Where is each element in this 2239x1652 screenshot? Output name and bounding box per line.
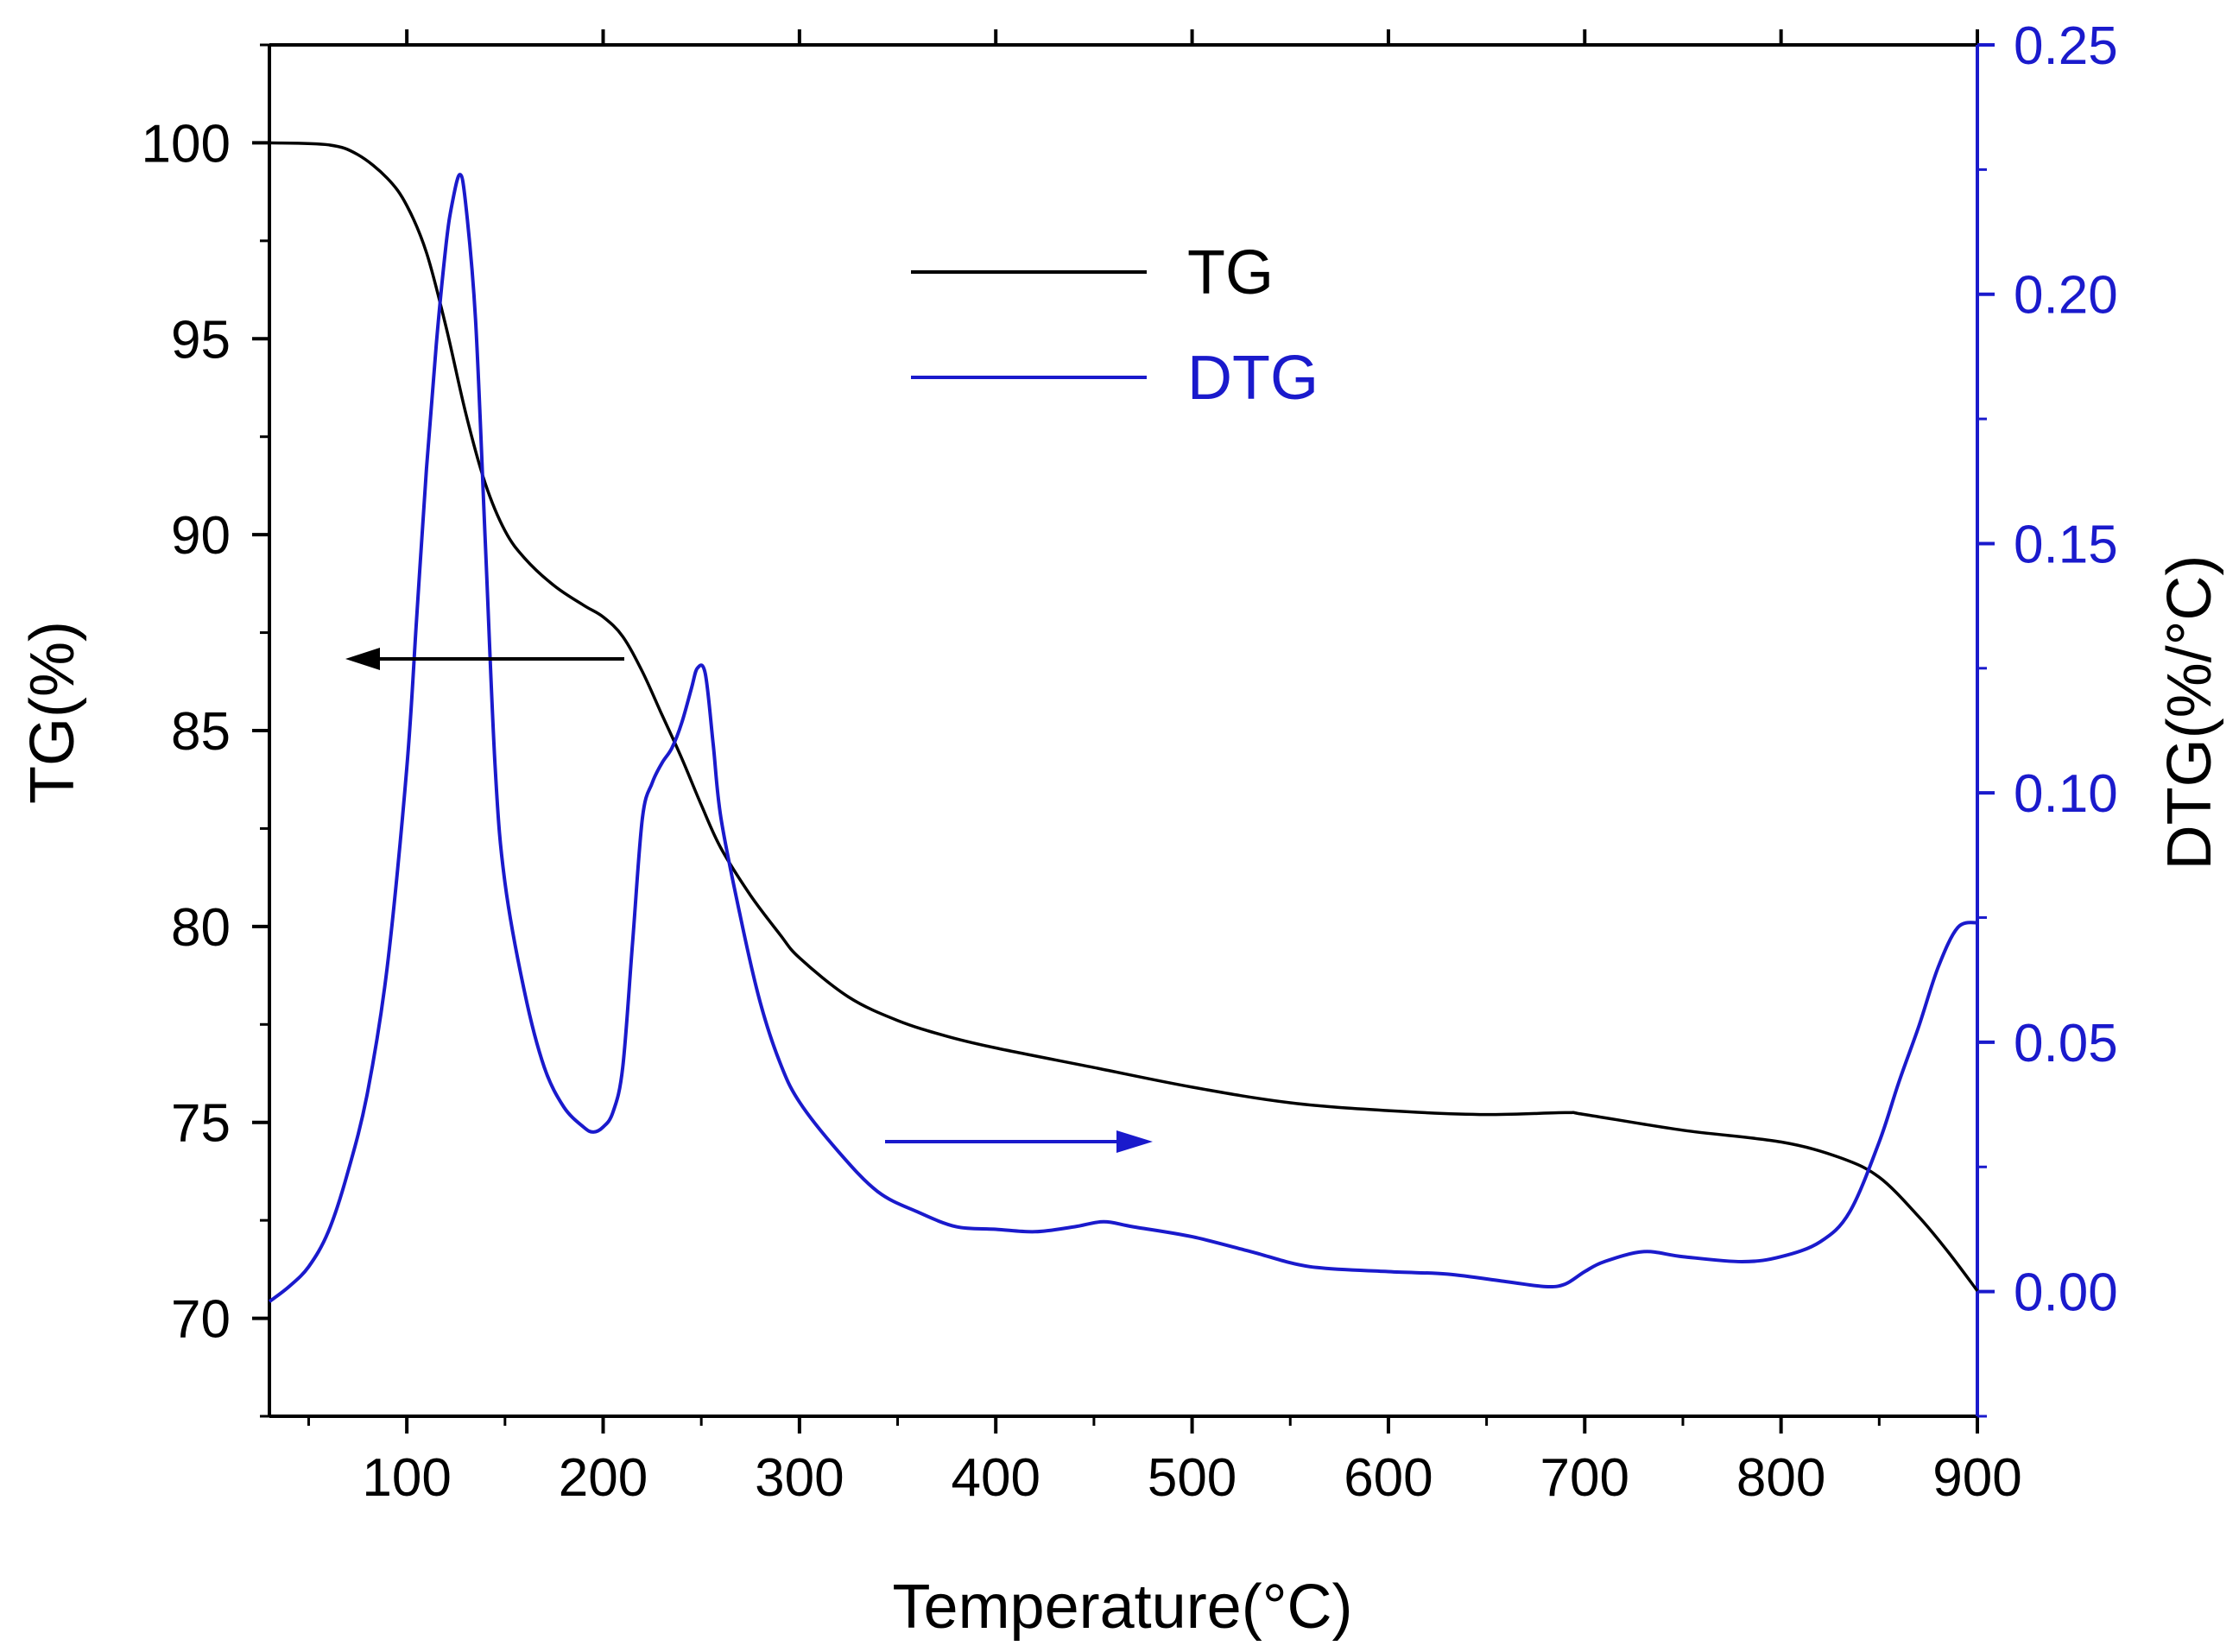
right-y-axis-title: DTG(%/°C) [2155,555,2224,870]
right-y-tick-label: 0.05 [2014,1014,2118,1073]
x-tick-label: 900 [1932,1448,2021,1508]
x-tick-label: 500 [1148,1448,1237,1508]
right-y-tick-label: 0.15 [2014,515,2118,574]
legend-dtg-label: DTG [1187,344,1319,413]
series-line-tg [269,141,1979,1292]
left-y-axis-title: TG(%) [18,621,87,804]
tg-arrow-head [345,648,380,670]
plot-series [268,141,1979,1303]
x-tick-label: 400 [951,1448,1040,1508]
left-y-tick-label: 90 [171,506,231,566]
axis-arrows [345,648,1153,1153]
x-tick-label: 100 [362,1448,451,1508]
dtg-arrow-head [1116,1130,1153,1153]
x-tick-label: 700 [1540,1448,1629,1508]
x-axis-title: Temperature(°C) [893,1573,1353,1642]
tick-marks [252,29,1995,1434]
left-y-tick-label: 80 [171,898,231,958]
right-y-tick-label: 0.25 [2014,16,2118,76]
legend: TG DTG [911,238,1319,413]
series-line-dtg [268,173,1978,1303]
x-tick-label: 200 [559,1448,648,1508]
left-y-tick-label: 85 [171,702,231,762]
left-y-tick-label: 75 [171,1094,231,1154]
right-y-tick-label: 0.20 [2014,266,2118,326]
x-tick-label: 800 [1736,1448,1825,1508]
x-tick-label: 300 [755,1448,844,1508]
x-tick-label: 600 [1344,1448,1433,1508]
right-y-tick-label: 0.00 [2014,1263,2118,1323]
left-y-tick-label: 100 [142,114,231,174]
legend-tg-label: TG [1187,238,1274,307]
tick-labels: 100 200 300 400 500 600 700 800 900 70 75 80 85 90 95 1… [142,16,2118,1508]
left-y-tick-label: 70 [171,1290,231,1350]
left-y-tick-label: 95 [171,310,231,370]
right-y-tick-label: 0.10 [2014,764,2118,824]
